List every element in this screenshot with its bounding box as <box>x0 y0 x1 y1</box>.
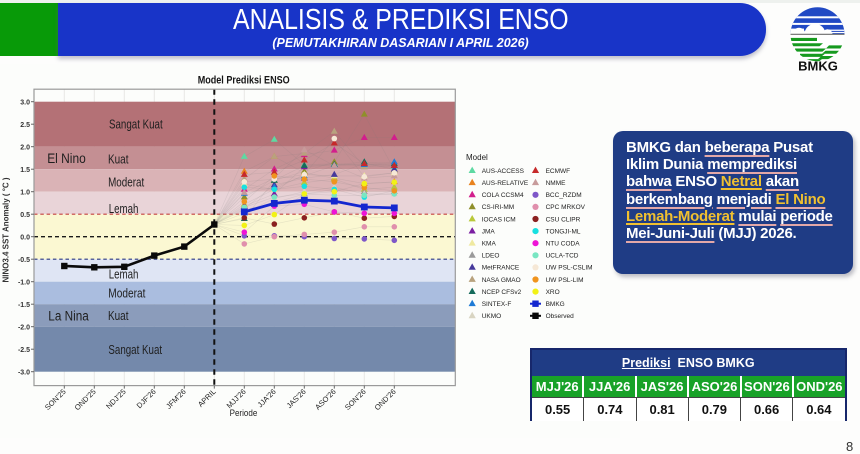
svg-text:1.5: 1.5 <box>20 167 30 174</box>
svg-text:Periode: Periode <box>230 408 258 418</box>
svg-text:NINO3.4 SST Anomaly ( °C ): NINO3.4 SST Anomaly ( °C ) <box>1 177 11 282</box>
svg-text:Observed: Observed <box>546 313 575 320</box>
svg-text:XRO: XRO <box>546 289 560 296</box>
svg-text:Moderat: Moderat <box>108 287 146 301</box>
svg-text:-1.5: -1.5 <box>18 302 30 309</box>
svg-text:3.0: 3.0 <box>20 99 30 106</box>
svg-text:-2.0: -2.0 <box>18 324 30 331</box>
svg-text:2.0: 2.0 <box>20 144 30 151</box>
svg-text:-3.0: -3.0 <box>18 369 30 376</box>
svg-text:0.0: 0.0 <box>20 234 30 241</box>
svg-text:JMA: JMA <box>482 228 496 235</box>
svg-text:Lemah: Lemah <box>109 268 139 282</box>
svg-text:NCEP CFSv2: NCEP CFSv2 <box>482 289 522 296</box>
svg-text:AUS-ACCESS: AUS-ACCESS <box>482 168 525 175</box>
svg-text:-1.0: -1.0 <box>18 279 30 286</box>
svg-text:ECMWF: ECMWF <box>546 168 571 175</box>
svg-text:UCLA-TCD: UCLA-TCD <box>546 253 579 260</box>
svg-text:NTU CODA: NTU CODA <box>546 241 581 248</box>
svg-text:LDEO: LDEO <box>482 253 500 260</box>
svg-text:CPC MRKOV: CPC MRKOV <box>546 204 586 211</box>
svg-text:NMME: NMME <box>546 180 567 187</box>
svg-text:TONGJI-ML: TONGJI-ML <box>546 228 581 235</box>
svg-text:BMKG: BMKG <box>798 59 838 74</box>
svg-text:El Nino: El Nino <box>47 151 86 166</box>
svg-text:CSU CLIPR: CSU CLIPR <box>546 216 581 223</box>
svg-text:0.5: 0.5 <box>20 212 30 219</box>
svg-text:KMA: KMA <box>482 241 497 248</box>
svg-text:UKMO: UKMO <box>482 313 502 320</box>
svg-text:1.0: 1.0 <box>20 189 30 196</box>
svg-text:CS-IRI-MM: CS-IRI-MM <box>482 204 515 211</box>
svg-text:Moderat: Moderat <box>108 176 145 190</box>
svg-text:UW PSL-LIM: UW PSL-LIM <box>546 277 584 284</box>
svg-text:Kuat: Kuat <box>108 153 129 167</box>
svg-text:NASA GMAO: NASA GMAO <box>482 277 521 284</box>
svg-text:AUS-RELATIVE: AUS-RELATIVE <box>482 180 529 187</box>
svg-text:Model: Model <box>466 153 488 162</box>
svg-text:Lemah: Lemah <box>109 202 139 216</box>
svg-text:Sangat Kuat: Sangat Kuat <box>108 343 162 357</box>
svg-text:Model Prediksi ENSO: Model Prediksi ENSO <box>198 74 290 86</box>
svg-text:-2.5: -2.5 <box>18 347 30 354</box>
svg-text:MetFRANCE: MetFRANCE <box>482 265 520 272</box>
svg-text:BCC_RZDM: BCC_RZDM <box>546 192 582 199</box>
svg-text:BMKG: BMKG <box>546 301 565 308</box>
svg-text:La Nina: La Nina <box>48 308 89 323</box>
svg-text:Sangat Kuat: Sangat Kuat <box>109 118 163 132</box>
svg-text:Kuat: Kuat <box>108 309 129 323</box>
svg-text:UW PSL-CSLIM: UW PSL-CSLIM <box>546 265 593 272</box>
svg-text:COLA CCSM4: COLA CCSM4 <box>482 192 524 199</box>
svg-text:IOCAS ICM: IOCAS ICM <box>482 216 516 223</box>
svg-text:-0.5: -0.5 <box>18 257 30 264</box>
svg-text:SINTEX-F: SINTEX-F <box>482 301 512 308</box>
svg-text:2.5: 2.5 <box>20 122 30 129</box>
